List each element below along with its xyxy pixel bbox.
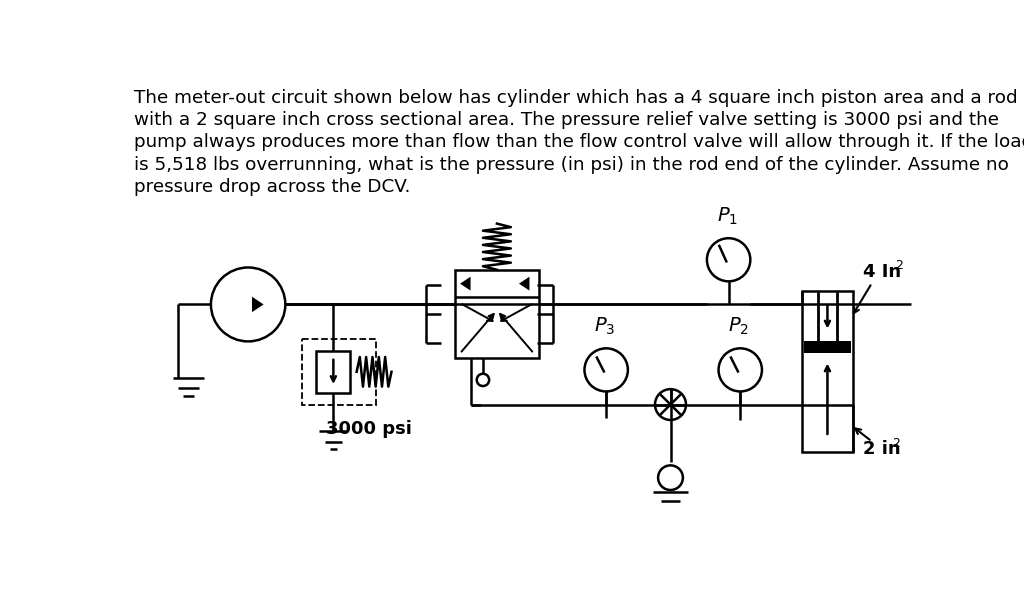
Circle shape <box>719 348 762 392</box>
Circle shape <box>211 267 286 341</box>
Text: $\mathit{P_3}$: $\mathit{P_3}$ <box>594 315 615 337</box>
Bar <box>455 270 539 359</box>
Polygon shape <box>519 277 529 291</box>
Text: 4 In: 4 In <box>862 263 901 281</box>
Text: $\mathit{P_2}$: $\mathit{P_2}$ <box>728 315 750 337</box>
Circle shape <box>707 238 751 282</box>
Text: 2: 2 <box>895 259 903 272</box>
Polygon shape <box>460 277 471 291</box>
Circle shape <box>477 374 489 386</box>
Text: $\mathit{P_1}$: $\mathit{P_1}$ <box>717 206 737 228</box>
Text: is 5,518 lbs overrunning, what is the pressure (in psi) in the rod end of the cy: is 5,518 lbs overrunning, what is the pr… <box>134 156 1009 174</box>
Circle shape <box>658 465 683 490</box>
Text: with a 2 square inch cross sectional area. The pressure relief valve setting is : with a 2 square inch cross sectional are… <box>134 111 999 129</box>
Bar <box>316 351 350 393</box>
Bar <box>802 291 853 452</box>
Polygon shape <box>252 297 263 312</box>
Text: pressure drop across the DCV.: pressure drop across the DCV. <box>134 178 411 196</box>
Text: 2 in: 2 in <box>862 440 900 458</box>
Text: 3000 psi: 3000 psi <box>326 420 412 438</box>
Bar <box>302 339 376 405</box>
Bar <box>804 341 851 353</box>
Text: 2: 2 <box>892 436 900 450</box>
Circle shape <box>585 348 628 392</box>
Circle shape <box>655 389 686 420</box>
Text: pump always produces more than flow than the flow control valve will allow throu: pump always produces more than flow than… <box>134 133 1024 152</box>
Text: The meter-out circuit shown below has cylinder which has a 4 square inch piston : The meter-out circuit shown below has cy… <box>134 89 1018 107</box>
